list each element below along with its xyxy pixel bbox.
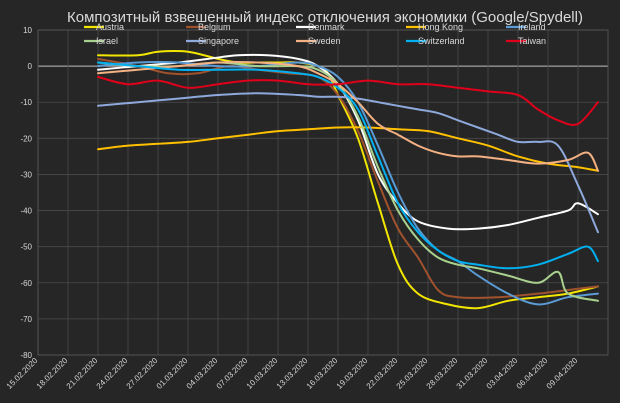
series-line-singapore	[97, 92, 599, 234]
y-tick-label: -40	[20, 207, 32, 216]
axes: 100-10-20-30-40-50-60-70-8015.02.202018.…	[5, 26, 580, 391]
legend-label: Sweden	[308, 36, 341, 46]
y-tick-label: 10	[23, 26, 32, 35]
grid	[37, 29, 609, 356]
plot-area-border	[37, 29, 609, 356]
series-line-hong-kong	[97, 126, 599, 172]
y-tick-label: -80	[20, 351, 32, 360]
legend-label: Hong Kong	[418, 22, 463, 32]
legend-label: Israel	[96, 36, 118, 46]
y-tick-label: -30	[20, 170, 32, 179]
series-line-switzerland	[97, 61, 599, 270]
series-line-denmark	[97, 53, 599, 231]
series-line-taiwan	[97, 75, 599, 126]
legend: Austria Belgium Denmark Hong Kong Ireland Isr…	[84, 22, 546, 46]
y-tick-label: -50	[20, 243, 32, 252]
y-tick-label: -20	[20, 134, 32, 143]
series-line-ireland	[97, 61, 599, 306]
chart-title: Композитный взвешенный индекс отключения…	[67, 9, 583, 26]
series-line-sweden	[97, 61, 599, 172]
series-line-belgium	[97, 57, 599, 299]
legend-label: Taiwan	[518, 36, 546, 46]
legend-label: Denmark	[308, 22, 345, 32]
x-tick-label: 09.04.2020	[545, 356, 580, 391]
legend-label: Singapore	[198, 36, 239, 46]
legend-label: Ireland	[518, 22, 546, 32]
legend-label: Switzerland	[418, 36, 465, 46]
legend-label: Austria	[96, 22, 124, 32]
y-tick-label: -70	[20, 315, 32, 324]
series-lines	[97, 50, 599, 310]
y-tick-label: -10	[20, 98, 32, 107]
series-line-austria	[97, 50, 599, 310]
y-tick-label: 0	[28, 62, 33, 71]
legend-label: Belgium	[198, 22, 231, 32]
y-tick-label: -60	[20, 279, 32, 288]
